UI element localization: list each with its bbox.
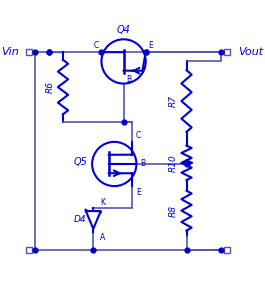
Text: D4: D4 — [74, 215, 87, 224]
Text: R8: R8 — [169, 205, 178, 217]
Text: A: A — [100, 233, 105, 242]
Text: R7: R7 — [169, 95, 178, 107]
Text: C: C — [136, 130, 141, 140]
Text: R6: R6 — [46, 81, 55, 93]
Text: Q5: Q5 — [74, 157, 87, 167]
Text: B: B — [140, 160, 145, 169]
Text: B: B — [126, 75, 131, 84]
Text: Vout: Vout — [238, 47, 263, 57]
Text: Vin: Vin — [1, 47, 19, 57]
Text: C: C — [94, 41, 99, 50]
Text: E: E — [148, 41, 153, 50]
Text: E: E — [136, 188, 141, 197]
Text: K: K — [100, 198, 105, 207]
Text: Q4: Q4 — [117, 25, 131, 34]
Text: R10: R10 — [169, 154, 178, 172]
